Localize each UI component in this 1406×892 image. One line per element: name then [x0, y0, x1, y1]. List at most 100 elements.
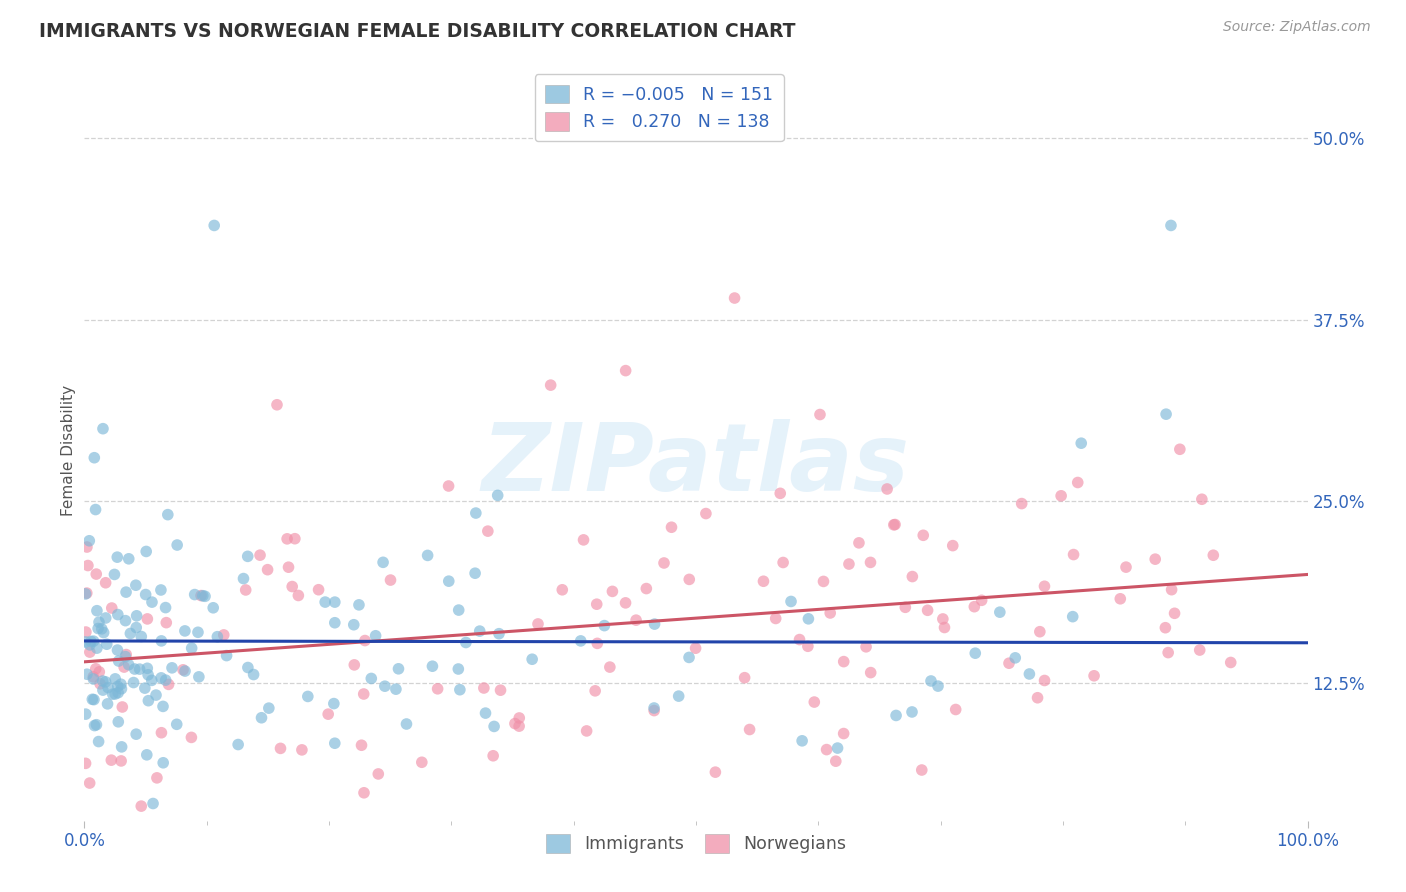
Point [945, 702, 967, 716]
Point [583, 683, 606, 698]
Point [155, 600, 177, 615]
Point [489, 683, 512, 698]
Point [236, 660, 259, 674]
Point [107, 643, 129, 657]
Point [236, 549, 259, 564]
Point [79, 638, 101, 652]
Point [87, 622, 110, 636]
Point [644, 617, 666, 632]
Point [150, 671, 173, 685]
Point [82, 670, 104, 684]
Point [76, 586, 98, 600]
Point [824, 754, 846, 768]
Point [1083, 669, 1105, 683]
Point [520, 652, 543, 666]
Point [738, 723, 761, 737]
Point [752, 574, 775, 589]
Point [174, 664, 197, 678]
Point [695, 507, 717, 521]
Point [464, 506, 486, 520]
Point [1063, 548, 1085, 562]
Point [343, 617, 366, 632]
Point [172, 663, 194, 677]
Point [1219, 656, 1241, 670]
Point [191, 589, 214, 603]
Point [934, 620, 956, 634]
Point [426, 681, 449, 696]
Point [87, 615, 110, 629]
Point [917, 603, 939, 617]
Point [136, 667, 159, 681]
Point [112, 660, 135, 674]
Point [100, 601, 122, 615]
Point [235, 582, 257, 597]
Point [884, 517, 907, 532]
Point [894, 600, 917, 615]
Point [83, 692, 105, 706]
Point [1144, 552, 1167, 566]
Point [82, 672, 104, 686]
Point [79, 533, 101, 548]
Point [125, 621, 148, 635]
Point [89, 677, 111, 691]
Point [256, 563, 278, 577]
Point [187, 625, 209, 640]
Point [90, 622, 112, 636]
Point [125, 578, 148, 592]
Point [101, 687, 124, 701]
Point [901, 569, 924, 583]
Point [138, 694, 160, 708]
Point [76, 667, 98, 681]
Point [855, 640, 877, 654]
Legend: Immigrants, Norwegians: Immigrants, Norwegians [538, 827, 853, 860]
Point [1163, 607, 1185, 621]
Point [104, 672, 127, 686]
Point [998, 657, 1021, 671]
Point [146, 771, 169, 785]
Point [84, 662, 107, 676]
Point [136, 661, 159, 675]
Point [277, 560, 299, 574]
Point [281, 580, 304, 594]
Point [503, 716, 526, 731]
Point [135, 588, 157, 602]
Point [77, 558, 100, 573]
Point [145, 688, 167, 702]
Point [477, 524, 499, 538]
Point [207, 630, 229, 644]
Point [1157, 646, 1180, 660]
Point [965, 646, 987, 660]
Point [322, 697, 344, 711]
Point [468, 624, 491, 639]
Point [932, 612, 955, 626]
Point [316, 707, 339, 722]
Point [155, 673, 177, 687]
Point [114, 614, 136, 628]
Point [488, 626, 510, 640]
Point [96, 697, 118, 711]
Point [1018, 667, 1040, 681]
Point [155, 615, 177, 630]
Point [447, 603, 470, 617]
Point [454, 635, 477, 649]
Point [353, 786, 375, 800]
Point [508, 719, 530, 733]
Point [107, 714, 129, 729]
Point [813, 574, 835, 589]
Point [194, 589, 217, 603]
Point [927, 679, 949, 693]
Point [75, 707, 97, 722]
Point [105, 550, 128, 565]
Point [114, 649, 136, 664]
Point [486, 488, 509, 502]
Point [118, 551, 141, 566]
Point [374, 679, 396, 693]
Point [636, 582, 658, 596]
Point [180, 731, 202, 745]
Point [668, 689, 690, 703]
Point [166, 538, 188, 552]
Point [447, 662, 470, 676]
Point [575, 723, 598, 738]
Point [1033, 673, 1056, 688]
Point [614, 363, 637, 377]
